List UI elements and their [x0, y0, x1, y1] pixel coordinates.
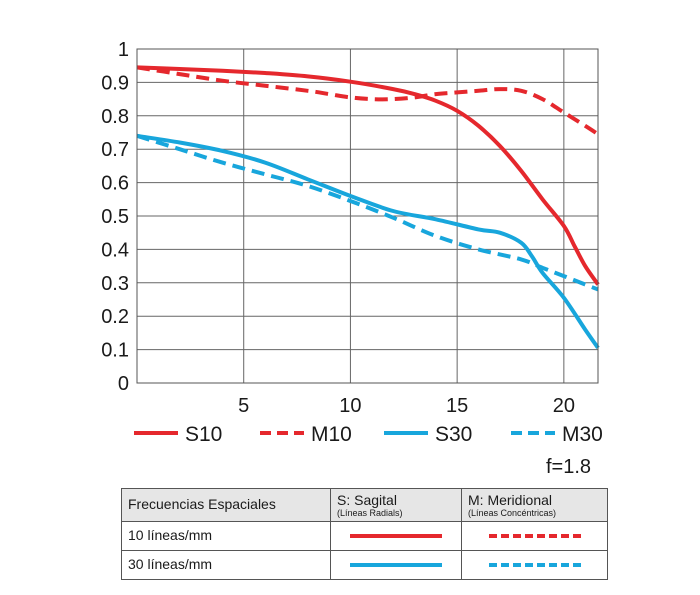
x-tick-label: 10	[339, 395, 361, 417]
table-row: 10 líneas/mm	[121, 521, 608, 551]
table-header-meridional: M: Meridional (Líneas Concéntricas)	[461, 488, 608, 522]
series-line-m10	[136, 65, 600, 136]
table-row: 30 líneas/mm	[121, 550, 608, 580]
legend-table: Frecuencias Espaciales S: Sagital (Línea…	[121, 488, 608, 580]
series-line-m30	[136, 133, 599, 292]
header-meridional-sub: (Líneas Concéntricas)	[468, 507, 557, 518]
series-lines	[136, 65, 600, 350]
y-tick-label: 1	[118, 39, 129, 61]
mtf-chart: 0 0.1 0.2 0.3 0.4 0.5 0.6 0.7 0.8 0.9 1 5 10 15 20 S1…	[101, 39, 603, 446]
row-10-label: 10 líneas/mm	[128, 527, 213, 543]
y-tick-label: 0.7	[101, 139, 129, 161]
row-30-label: 30 líneas/mm	[128, 556, 213, 572]
legend-label-s10: S10	[185, 423, 222, 446]
y-tick-label: 0.6	[101, 173, 129, 195]
table-header-frequencies: Frecuencias Espaciales	[121, 488, 331, 522]
series-line-s10	[136, 65, 600, 286]
header-sagittal-sub: (Líneas Radials)	[337, 507, 403, 518]
legend: S10 M10 S30 M30	[134, 423, 603, 446]
row-30-meridional-cell	[461, 550, 608, 580]
swatch-s10	[350, 534, 442, 538]
aperture-label: f=1.8	[546, 456, 592, 478]
y-tick-label: 0.8	[101, 106, 129, 128]
row-10-sagittal-cell	[330, 521, 462, 551]
row-10-meridional-cell	[461, 521, 608, 551]
x-tick-label: 20	[553, 395, 575, 417]
x-axis-ticks: 5 10 15 20	[238, 395, 575, 417]
swatch-s30	[350, 563, 442, 567]
y-tick-label: 0.5	[101, 206, 129, 228]
series-line-s30	[136, 133, 600, 350]
y-tick-label: 0.3	[101, 273, 129, 295]
swatch-m30	[488, 563, 581, 567]
y-tick-label: 0.9	[101, 72, 129, 94]
table-header-row: Frecuencias Espaciales S: Sagital (Línea…	[121, 488, 608, 522]
header-frequencies-label: Frecuencias Espaciales	[128, 496, 276, 512]
y-axis-ticks: 0 0.1 0.2 0.3 0.4 0.5 0.6 0.7 0.8 0.9 1	[101, 39, 129, 395]
swatch-m10	[488, 534, 581, 538]
y-tick-label: 0.4	[101, 239, 129, 261]
y-tick-label: 0	[118, 373, 129, 395]
table-header-sagittal: S: Sagital (Líneas Radials)	[330, 488, 462, 522]
row-30-sagittal-cell	[330, 550, 462, 580]
y-tick-label: 0.2	[101, 306, 129, 328]
legend-label-m10: M10	[311, 423, 352, 446]
legend-label-s30: S30	[435, 423, 472, 446]
plot-frame	[136, 48, 599, 384]
header-sagittal-label: S: Sagital	[337, 491, 397, 508]
x-tick-label: 5	[238, 395, 249, 417]
row-30-label-cell: 30 líneas/mm	[121, 550, 331, 580]
row-10-label-cell: 10 líneas/mm	[121, 521, 331, 551]
x-tick-label: 15	[446, 395, 468, 417]
y-tick-label: 0.1	[101, 340, 129, 362]
header-meridional-label: M: Meridional	[468, 491, 553, 508]
legend-label-m30: M30	[562, 423, 603, 446]
